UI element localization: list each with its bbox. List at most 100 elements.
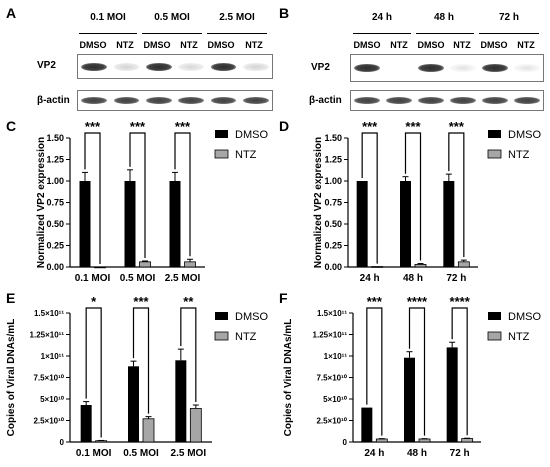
bar-dmso <box>443 181 455 267</box>
significance-stars: ** <box>183 294 194 309</box>
vp2-band <box>81 62 108 71</box>
vp2-band <box>418 64 444 72</box>
actin-band <box>210 97 237 104</box>
blot-b-group-underline <box>416 33 474 34</box>
y-tick-label: 0.00 <box>46 262 64 272</box>
blot-a-lane-label: DMSO <box>143 40 171 50</box>
y-tick-label: 0.25 <box>46 241 64 251</box>
y-tick-label: 1.25×10¹¹ <box>30 331 65 340</box>
bar-ntz <box>184 261 196 268</box>
blot-b-row-label-actin: β-actin <box>309 95 342 106</box>
blot-a-group-label: 2.5 MOI <box>219 12 255 23</box>
x-tick-label: 0.1 MOI <box>76 448 112 459</box>
significance-bracket <box>366 307 383 436</box>
y-tick-label: 1.50 <box>324 133 342 143</box>
blot-a-lane-label: NTZ <box>245 40 263 50</box>
significance-stars: *** <box>85 119 101 134</box>
legend-label-ntz: NTZ <box>235 149 257 161</box>
bar-ntz <box>94 266 106 269</box>
y-tick-label: 1.00 <box>324 176 342 186</box>
y-tick-label: 5×10¹⁰ <box>323 395 348 404</box>
vp2-band <box>482 64 508 72</box>
bar-dmso <box>356 181 368 267</box>
y-axis-label: Normalized VP2 expression <box>313 137 324 268</box>
significance-bracket <box>451 307 468 436</box>
significance-bracket <box>132 307 150 414</box>
bar-ntz <box>457 261 470 268</box>
bar-dmso <box>124 181 136 267</box>
panel-letter-b: B <box>279 5 290 21</box>
bar-dmso <box>400 181 411 267</box>
significance-stars: **** <box>450 294 471 309</box>
significance-bracket <box>361 132 378 264</box>
legend-swatch-dmso <box>488 130 501 138</box>
legend-label-dmso: DMSO <box>508 129 541 141</box>
blot-b-lane-label: NTZ <box>517 40 535 50</box>
vp2-band <box>514 64 540 72</box>
x-tick-label: 72 h <box>450 448 470 459</box>
x-tick-label: 0.5 MOI <box>120 273 156 284</box>
actin-band <box>113 97 140 104</box>
actin-band <box>450 97 476 104</box>
x-tick-label: 48 h <box>407 448 427 459</box>
actin-band <box>81 97 108 104</box>
blot-a-group-label: 0.1 MOI <box>90 12 126 23</box>
bar-dmso <box>446 347 458 442</box>
blot-b-lane-label: DMSO <box>480 40 508 50</box>
legend-swatch-dmso <box>215 130 228 138</box>
bar-chart-e: 0 2.5×10¹⁰ 5×10¹⁰ 7.5×10¹⁰ 1×10¹¹ 1.25×10¹¹ 1.… <box>6 294 268 459</box>
blot-b-actin-strip <box>350 90 544 111</box>
significance-bracket <box>84 132 101 264</box>
bar-ntz <box>414 264 427 268</box>
vp2-band <box>242 62 269 71</box>
y-tick-label: 2.5×10¹⁰ <box>316 417 347 426</box>
y-tick-label: 0.75 <box>324 198 342 208</box>
x-tick-label: 72 h <box>446 273 466 284</box>
significance-bracket <box>408 307 426 436</box>
panel-letter-d: D <box>279 118 290 134</box>
bar-ntz <box>418 438 431 443</box>
blot-b-group-label: 24 h <box>371 12 392 23</box>
bar-chart-f: 0 2.5×10¹⁰ 5×10¹⁰ 7.5×10¹⁰ 1×10¹¹ 1.25×10¹¹ 1.… <box>283 294 541 459</box>
vp2-band <box>354 64 380 72</box>
significance-stars: *** <box>133 294 149 309</box>
significance-stars: * <box>91 294 97 309</box>
y-tick-label: 5×10¹⁰ <box>40 395 65 404</box>
y-tick-label: 0 <box>60 438 65 447</box>
y-tick-label: 2.5×10¹⁰ <box>33 417 64 426</box>
panel-letter-e: E <box>6 290 16 306</box>
legend-label-dmso: DMSO <box>235 311 268 323</box>
blot-a-actin-strip <box>77 90 273 111</box>
y-tick-label: 0.50 <box>46 219 64 229</box>
blot-b-lane-label: NTZ <box>453 40 471 50</box>
blot-a-group-underline <box>79 33 137 34</box>
vp2-band <box>113 62 140 71</box>
legend-swatch-ntz <box>214 331 229 341</box>
actin-band <box>482 97 508 104</box>
significance-stars: *** <box>362 119 378 134</box>
y-tick-label: 0.00 <box>324 262 342 272</box>
y-tick-label: 0.50 <box>324 219 342 229</box>
blot-b-group-underline <box>479 33 539 34</box>
y-tick-label: 1.5×10¹¹ <box>317 309 347 318</box>
x-tick-label: 2.5 MOI <box>165 273 201 284</box>
y-tick-label: 0 <box>343 438 348 447</box>
significance-stars: *** <box>367 294 383 309</box>
panel-letter-c: C <box>6 118 17 134</box>
panel-letter-f: F <box>279 290 288 306</box>
bar-ntz <box>142 418 155 443</box>
legend-swatch-dmso <box>215 312 228 320</box>
legend-swatch-ntz <box>487 331 502 341</box>
y-tick-label: 1×10¹¹ <box>324 352 348 361</box>
significance-stars: *** <box>130 119 146 134</box>
blot-a-lane-label: DMSO <box>79 40 107 50</box>
bar-ntz <box>189 408 202 443</box>
bar-dmso <box>169 181 181 267</box>
legend-swatch-ntz <box>214 149 229 159</box>
y-axis-label: Normalized VP2 expression <box>36 137 47 268</box>
blot-a-group-label: 0.5 MOI <box>154 12 190 23</box>
blot-a-lane-label: NTZ <box>116 40 134 50</box>
actin-band <box>354 97 380 104</box>
y-tick-label: 1.50 <box>46 133 64 143</box>
